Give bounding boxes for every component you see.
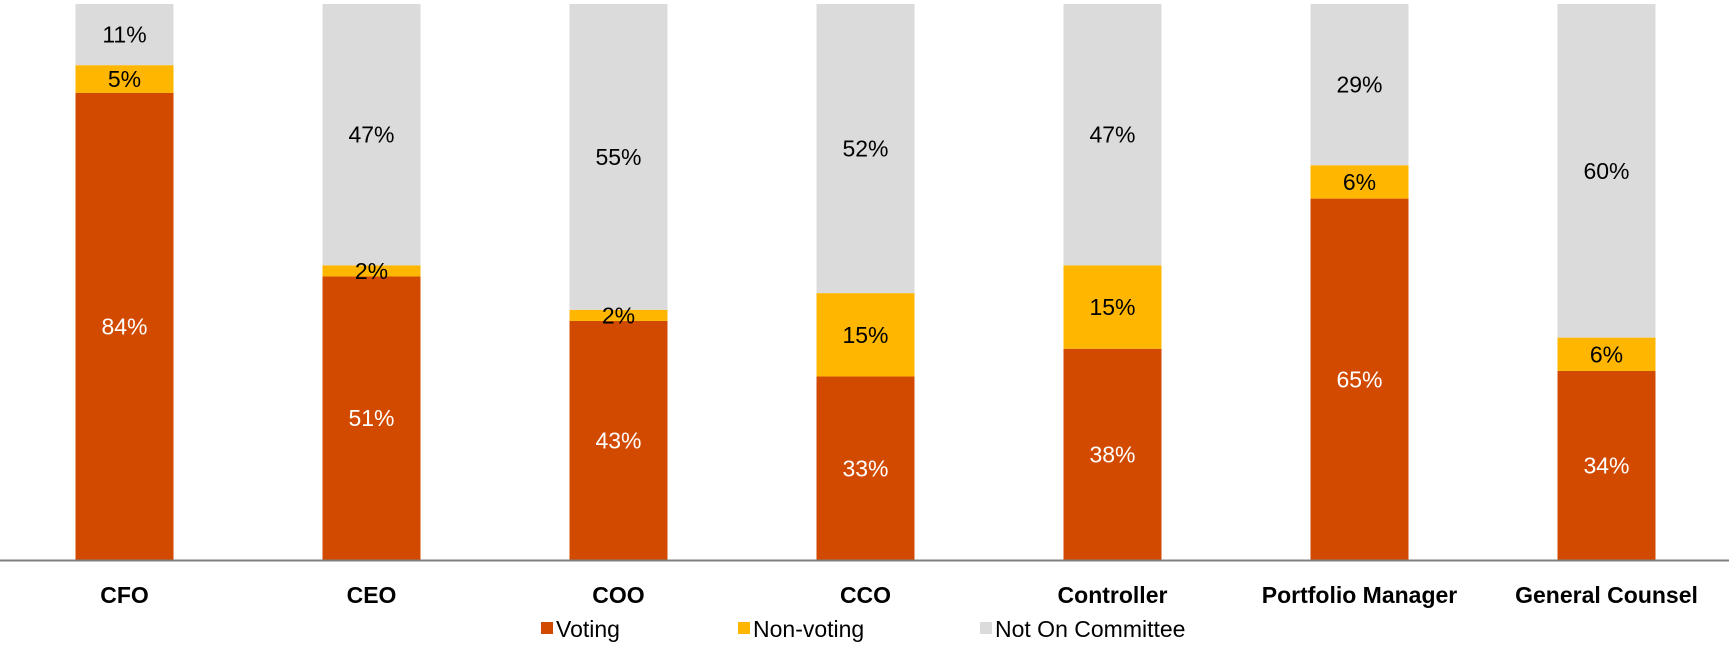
data-label-voting-coo: 43% <box>595 427 641 453</box>
data-label-non-voting-coo: 2% <box>602 302 635 328</box>
bar-segment-non-voting-cfo <box>75 65 174 93</box>
bar-segment-not-on-committee-cfo <box>75 4 174 66</box>
legend-item-non-voting: Non-voting <box>738 616 864 642</box>
bar-segment-non-voting-controller <box>1063 265 1162 349</box>
bars-layer <box>75 4 1656 561</box>
data-label-voting-general-counsel: 34% <box>1583 452 1629 478</box>
bar-segment-non-voting-portfolio-manager <box>1310 165 1409 199</box>
bar-segment-not-on-committee-ceo <box>322 4 421 266</box>
legend-label-voting: Voting <box>556 616 620 642</box>
bar-segment-voting-ceo <box>322 276 421 560</box>
data-label-not-on-committee-controller: 47% <box>1089 122 1135 148</box>
data-label-not-on-committee-cfo: 11% <box>102 22 146 48</box>
data-label-voting-ceo: 51% <box>348 405 394 431</box>
data-label-non-voting-ceo: 2% <box>355 258 388 284</box>
bar-segment-voting-general-counsel <box>1557 370 1656 560</box>
bar-segment-voting-controller <box>1063 348 1162 560</box>
data-label-not-on-committee-cco: 52% <box>842 136 888 162</box>
data-label-voting-controller: 38% <box>1089 441 1135 467</box>
bar-segment-non-voting-coo <box>569 309 668 321</box>
legend-swatch-voting <box>541 622 553 634</box>
legend-label-not-on-committee: Not On Committee <box>995 616 1185 642</box>
bar-segment-not-on-committee-portfolio-manager <box>1310 4 1409 166</box>
legend-swatch-non-voting <box>738 622 750 634</box>
bar-segment-voting-cco <box>816 376 915 560</box>
data-label-not-on-committee-general-counsel: 60% <box>1583 158 1629 184</box>
legend: Voting Non-voting Not On Committee <box>541 616 1185 642</box>
bar-segment-voting-coo <box>569 320 668 560</box>
data-label-voting-cco: 33% <box>842 455 888 481</box>
category-label-general-counsel: General Counsel <box>1515 582 1698 608</box>
data-label-not-on-committee-ceo: 47% <box>348 122 394 148</box>
category-label-cco: CCO <box>840 582 891 608</box>
data-label-not-on-committee-portfolio-manager: 29% <box>1336 72 1382 98</box>
category-labels-layer: CFO CEO COO CCO Controller Portfolio Manager G… <box>100 582 1698 608</box>
bar-segment-not-on-committee-coo <box>569 4 668 310</box>
bar-segment-voting-cfo <box>75 92 174 561</box>
legend-item-voting: Voting <box>541 616 620 642</box>
category-label-ceo: CEO <box>347 582 397 608</box>
data-label-non-voting-general-counsel: 6% <box>1590 341 1623 367</box>
bar-segment-not-on-committee-cco <box>816 4 915 294</box>
data-label-non-voting-portfolio-manager: 6% <box>1343 169 1376 195</box>
data-label-voting-cfo: 84% <box>101 313 147 339</box>
bar-segment-non-voting-cco <box>816 293 915 377</box>
data-label-non-voting-cfo: 5% <box>108 66 141 92</box>
data-label-not-on-committee-coo: 55% <box>595 144 641 170</box>
legend-swatch-not-on-committee <box>980 622 992 634</box>
legend-label-non-voting: Non-voting <box>753 616 864 642</box>
category-label-controller: Controller <box>1058 582 1168 608</box>
data-labels-layer: 84% 5% 11% 51% 2% 47% 43% 2% 55% 33% 15% 52% 38% 15% 4… <box>101 22 1629 482</box>
bar-segment-not-on-committee-controller <box>1063 4 1162 266</box>
bar-segment-not-on-committee-general-counsel <box>1557 4 1656 338</box>
category-label-portfolio-manager: Portfolio Manager <box>1262 582 1458 608</box>
data-label-non-voting-cco: 15% <box>842 322 888 348</box>
bar-segment-voting-portfolio-manager <box>1310 198 1409 560</box>
data-label-voting-portfolio-manager: 65% <box>1336 366 1382 392</box>
category-label-coo: COO <box>592 582 644 608</box>
legend-item-not-on-committee: Not On Committee <box>980 616 1185 642</box>
category-label-cfo: CFO <box>100 582 149 608</box>
data-label-non-voting-controller: 15% <box>1089 294 1135 320</box>
bar-segment-non-voting-general-counsel <box>1557 337 1656 371</box>
bar-segment-non-voting-ceo <box>322 265 421 277</box>
